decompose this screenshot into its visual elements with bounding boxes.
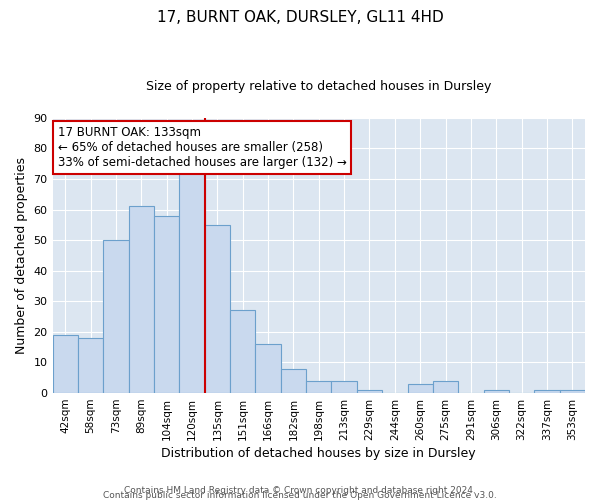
Bar: [53, 335, 78, 393]
Bar: [78, 338, 103, 393]
Bar: [128, 206, 154, 393]
Text: 17 BURNT OAK: 133sqm
← 65% of detached houses are smaller (258)
33% of semi-deta: 17 BURNT OAK: 133sqm ← 65% of detached h…: [58, 126, 347, 169]
X-axis label: Distribution of detached houses by size in Dursley: Distribution of detached houses by size …: [161, 447, 476, 460]
Bar: [154, 216, 179, 393]
Bar: [534, 390, 560, 393]
Bar: [331, 381, 357, 393]
Bar: [179, 173, 205, 393]
Y-axis label: Number of detached properties: Number of detached properties: [15, 157, 28, 354]
Bar: [357, 390, 382, 393]
Bar: [281, 368, 306, 393]
Bar: [256, 344, 281, 393]
Text: 17, BURNT OAK, DURSLEY, GL11 4HD: 17, BURNT OAK, DURSLEY, GL11 4HD: [157, 10, 443, 25]
Text: Contains public sector information licensed under the Open Government Licence v3: Contains public sector information licen…: [103, 490, 497, 500]
Bar: [103, 240, 128, 393]
Bar: [560, 390, 585, 393]
Title: Size of property relative to detached houses in Dursley: Size of property relative to detached ho…: [146, 80, 491, 93]
Bar: [205, 225, 230, 393]
Text: Contains HM Land Registry data © Crown copyright and database right 2024.: Contains HM Land Registry data © Crown c…: [124, 486, 476, 495]
Bar: [230, 310, 256, 393]
Bar: [433, 381, 458, 393]
Bar: [484, 390, 509, 393]
Bar: [407, 384, 433, 393]
Bar: [306, 381, 331, 393]
